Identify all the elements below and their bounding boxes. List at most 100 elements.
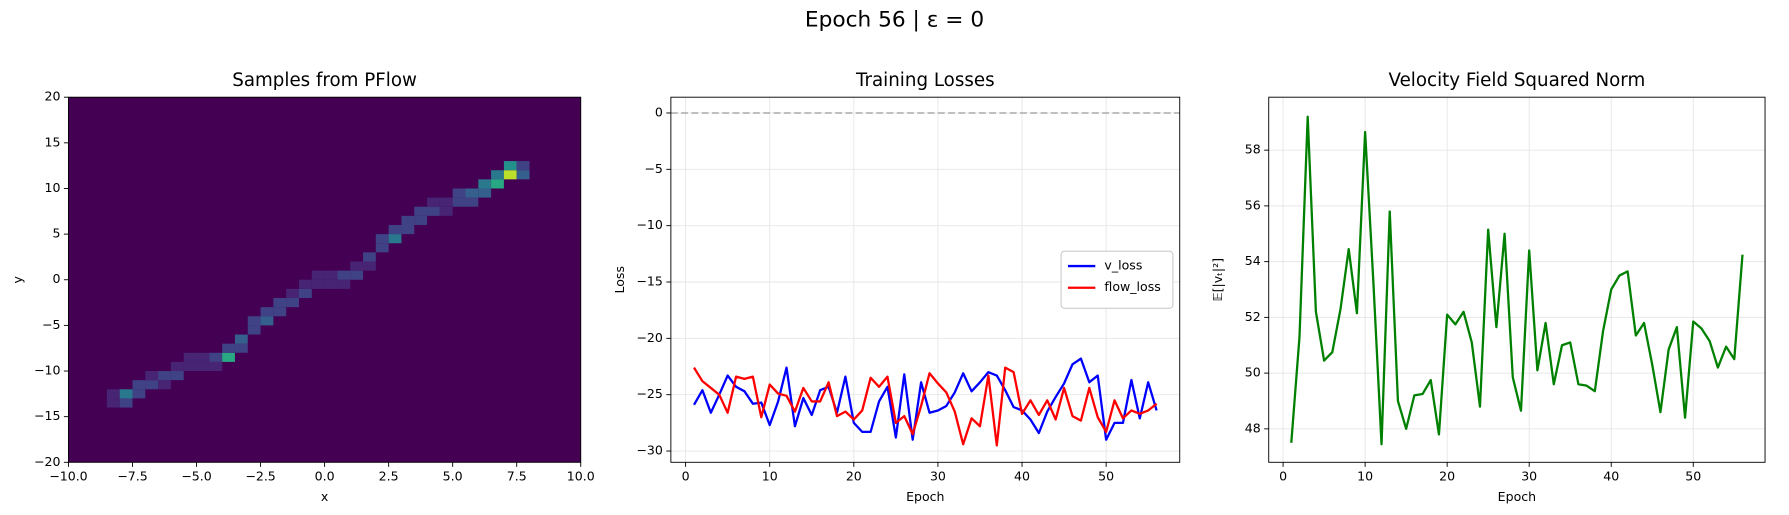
x-tick-label: −7.5: [117, 469, 147, 484]
heat-cell: [234, 334, 248, 344]
heat-cell: [414, 215, 428, 225]
heat-cell: [363, 252, 376, 262]
x-tick-label: −5.0: [181, 469, 211, 484]
x-tick-label: 2.5: [379, 469, 399, 484]
y-tick-label: −15: [636, 274, 662, 289]
heat-cell: [401, 215, 415, 225]
x-axis-label: Epoch: [1498, 489, 1536, 504]
heat-cell: [158, 371, 171, 381]
x-tick-label: 0.0: [315, 469, 335, 484]
heat-cell: [286, 298, 299, 308]
y-axis-label: Loss: [612, 266, 627, 294]
heat-cell: [465, 188, 479, 198]
heat-cell: [132, 380, 146, 390]
heat-cell: [427, 197, 440, 207]
x-tick-label: 30: [1521, 469, 1537, 484]
x-tick-label: 50: [1098, 469, 1114, 484]
line-series: [1290, 115, 1744, 446]
y-tick-label: −15: [34, 408, 60, 423]
x-tick-label: 20: [846, 469, 862, 484]
heat-cell: [350, 270, 364, 280]
y-tick-label: 10: [45, 180, 61, 195]
x-tick-label: 40: [1014, 469, 1030, 484]
y-tick-label: 52: [1245, 309, 1261, 324]
y-tick-label: 54: [1245, 253, 1261, 268]
chart-title: Samples from PFlow: [232, 70, 417, 91]
heat-cell: [478, 188, 492, 198]
x-tick-label: 30: [930, 469, 946, 484]
heat-cell: [273, 307, 287, 317]
y-tick-label: −20: [636, 330, 662, 345]
y-tick-label: 0: [52, 271, 60, 286]
heat-cell: [427, 206, 440, 216]
y-tick-label: 20: [45, 89, 61, 104]
heat-cell: [119, 389, 133, 399]
line-series: [693, 366, 1158, 447]
line-series: [693, 357, 1158, 441]
heat-cell: [196, 352, 210, 362]
x-tick-label: 10.0: [567, 469, 595, 484]
x-tick-label: 40: [1603, 469, 1619, 484]
heat-cell: [260, 316, 274, 326]
chart-title: Training Losses: [855, 70, 995, 91]
heat-cell: [516, 161, 530, 171]
y-tick-label: −25: [636, 386, 662, 401]
x-tick-label: 7.5: [507, 469, 527, 484]
heat-cell: [503, 161, 517, 171]
heat-cell: [311, 279, 325, 289]
heat-cell: [516, 170, 530, 180]
heat-cell: [375, 243, 389, 253]
heat-cell: [247, 316, 261, 326]
heat-cell: [132, 389, 146, 399]
y-tick-label: 5: [52, 226, 60, 241]
heat-cell: [439, 206, 453, 216]
x-tick-label: 5.0: [443, 469, 463, 484]
heat-cell: [234, 343, 248, 353]
heat-cell: [503, 170, 517, 180]
heat-cell: [273, 298, 287, 308]
heat-cell: [145, 380, 159, 390]
y-tick-label: −10: [34, 363, 60, 378]
heat-cell: [452, 197, 466, 207]
x-tick-label: 10: [762, 469, 778, 484]
heat-cell: [145, 371, 159, 381]
y-tick-label: 48: [1245, 420, 1261, 435]
axes-frame: [1268, 96, 1766, 463]
heat-cell: [337, 279, 351, 289]
heat-cell: [209, 352, 223, 362]
y-tick-label: −20: [34, 454, 60, 469]
axes-frame: [670, 96, 1181, 463]
heat-cell: [401, 224, 415, 235]
heat-cell: [106, 389, 120, 399]
y-tick-label: 56: [1245, 197, 1261, 212]
y-tick-label: −5: [644, 161, 663, 176]
legend-label: v_loss: [1104, 258, 1142, 273]
heat-cell: [260, 307, 274, 317]
y-tick-label: 0: [655, 104, 663, 119]
y-tick-label: −5: [42, 317, 61, 332]
y-tick-label: 50: [1245, 365, 1261, 380]
x-axis-label: x: [321, 489, 329, 504]
heat-cell: [298, 288, 312, 299]
heat-cell: [298, 279, 312, 289]
heat-cell: [286, 288, 299, 299]
heat-cell: [170, 371, 184, 381]
x-tick-label: 20: [1439, 469, 1455, 484]
heat-cell: [375, 234, 389, 244]
heat-cell: [337, 270, 351, 280]
heat-cell: [311, 270, 325, 280]
heat-cell: [324, 270, 338, 280]
x-tick-label: 0: [682, 469, 690, 484]
x-tick-label: −10.0: [49, 469, 87, 484]
x-axis-label: Epoch: [906, 489, 944, 504]
x-tick-label: −2.5: [245, 469, 275, 484]
heat-cell: [350, 261, 364, 271]
heat-cell: [491, 170, 504, 180]
y-tick-label: 58: [1245, 142, 1261, 157]
heat-cell: [222, 343, 235, 353]
chart-title: Velocity Field Squared Norm: [1389, 70, 1646, 91]
heat-cell: [209, 361, 223, 372]
x-tick-label: 10: [1357, 469, 1373, 484]
heat-cell: [183, 352, 197, 362]
